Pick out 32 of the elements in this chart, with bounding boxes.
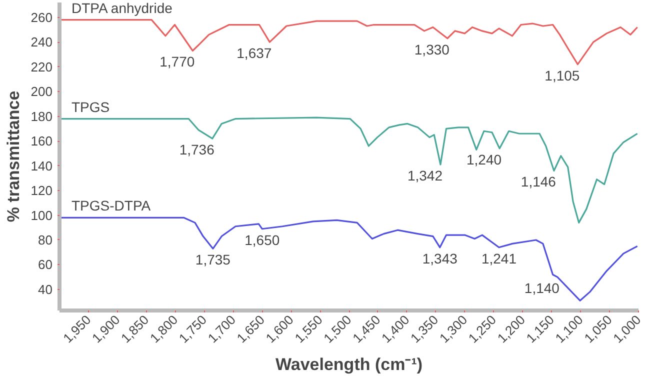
- annotation: 1,241: [481, 250, 517, 266]
- annotation: 1,240: [466, 151, 502, 168]
- annotation: 1,146: [520, 174, 556, 190]
- y-tick-label: 80: [38, 232, 53, 248]
- y-tick-label: 100: [30, 208, 53, 223]
- annotation: 1,105: [544, 67, 580, 84]
- y-tick-label: 220: [30, 59, 53, 74]
- line-series: [60, 216, 638, 302]
- annotation: 1,770: [160, 54, 195, 70]
- y-tick-label: 180: [30, 108, 53, 124]
- annotation: 1,342: [407, 168, 443, 184]
- x-axis-title: Wavelength (cm⁻¹): [275, 354, 423, 374]
- annotation: 1,650: [244, 232, 280, 248]
- y-axis-title: % transmittance: [4, 90, 23, 222]
- y-tick-label: 260: [30, 10, 53, 25]
- annotation: 1,735: [195, 252, 231, 268]
- y-tick-label: 40: [38, 282, 53, 297]
- annotation: 1,343: [422, 250, 458, 266]
- line-series: [60, 116, 638, 224]
- annotation: 1,140: [524, 280, 560, 296]
- annotation: 1,637: [236, 45, 272, 62]
- annotation: 1,330: [414, 41, 450, 58]
- annotation: 1,736: [179, 142, 215, 158]
- y-tick-label: 140: [30, 158, 53, 174]
- y-tick-label: 120: [30, 183, 53, 198]
- series-label: DTPA anhydride: [72, 0, 173, 16]
- y-tick-label: 60: [38, 257, 53, 272]
- y-tick-label: 160: [30, 134, 53, 149]
- series-label: TPGS: [72, 98, 110, 115]
- y-tick-label: 200: [30, 84, 53, 100]
- y-tick-label: 240: [30, 34, 53, 50]
- series-label: TPGS-DTPA: [72, 198, 152, 214]
